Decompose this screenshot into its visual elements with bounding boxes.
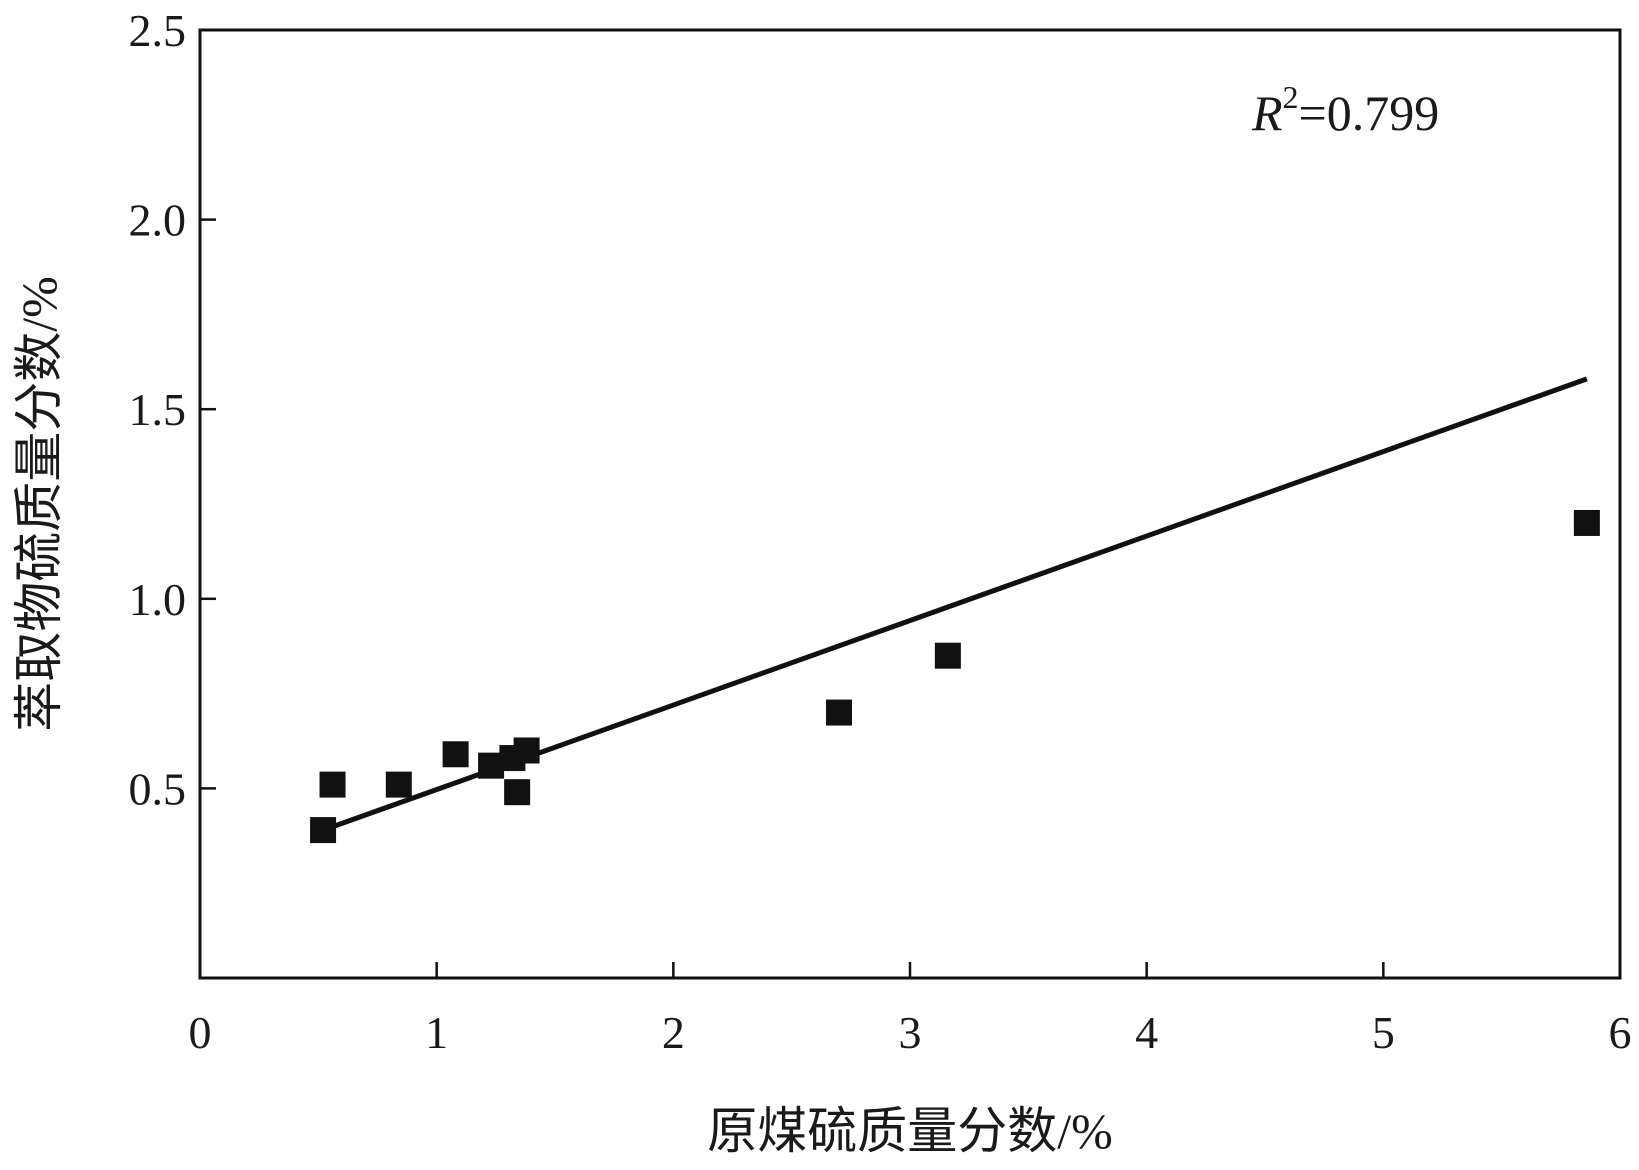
x-tick-label: 6 — [1609, 1007, 1632, 1058]
data-point — [442, 741, 469, 768]
y-tick-label: 2.5 — [129, 5, 187, 56]
data-point — [1573, 509, 1600, 536]
data-point — [826, 699, 852, 726]
data-point — [504, 779, 531, 806]
data-point — [513, 737, 540, 764]
x-axis: 0 1 2 3 4 5 6 — [189, 962, 1632, 1058]
y-axis: 0.5 1.0 1.5 2.0 2.5 — [129, 5, 216, 814]
x-tick-label: 4 — [1135, 1007, 1158, 1058]
r-symbol: R — [1251, 85, 1283, 141]
x-axis-title: 原煤硫质量分数/% — [707, 1103, 1113, 1159]
x-tick-label: 0 — [189, 1007, 212, 1058]
data-point — [319, 771, 346, 798]
data-point — [310, 817, 337, 844]
data-point — [934, 642, 961, 669]
y-tick-label: 0.5 — [129, 763, 187, 814]
y-axis-title: 萃取物硫质量分数/% — [11, 276, 67, 732]
y-tick-label: 1.0 — [129, 574, 187, 625]
plot-frame — [198, 28, 1622, 980]
x-tick-label: 3 — [899, 1007, 922, 1058]
r-squared-value: =0.799 — [1299, 85, 1440, 141]
r-squared-annotation: R2=0.799 — [1251, 79, 1439, 141]
y-tick-label: 1.5 — [129, 384, 187, 435]
x-tick-label: 2 — [662, 1007, 685, 1058]
x-tick-label: 5 — [1372, 1007, 1395, 1058]
r-superscript: 2 — [1283, 79, 1299, 115]
data-points — [310, 509, 1600, 844]
x-tick-label: 1 — [425, 1007, 448, 1058]
y-tick-label: 2.0 — [129, 195, 187, 246]
data-point — [385, 771, 412, 798]
